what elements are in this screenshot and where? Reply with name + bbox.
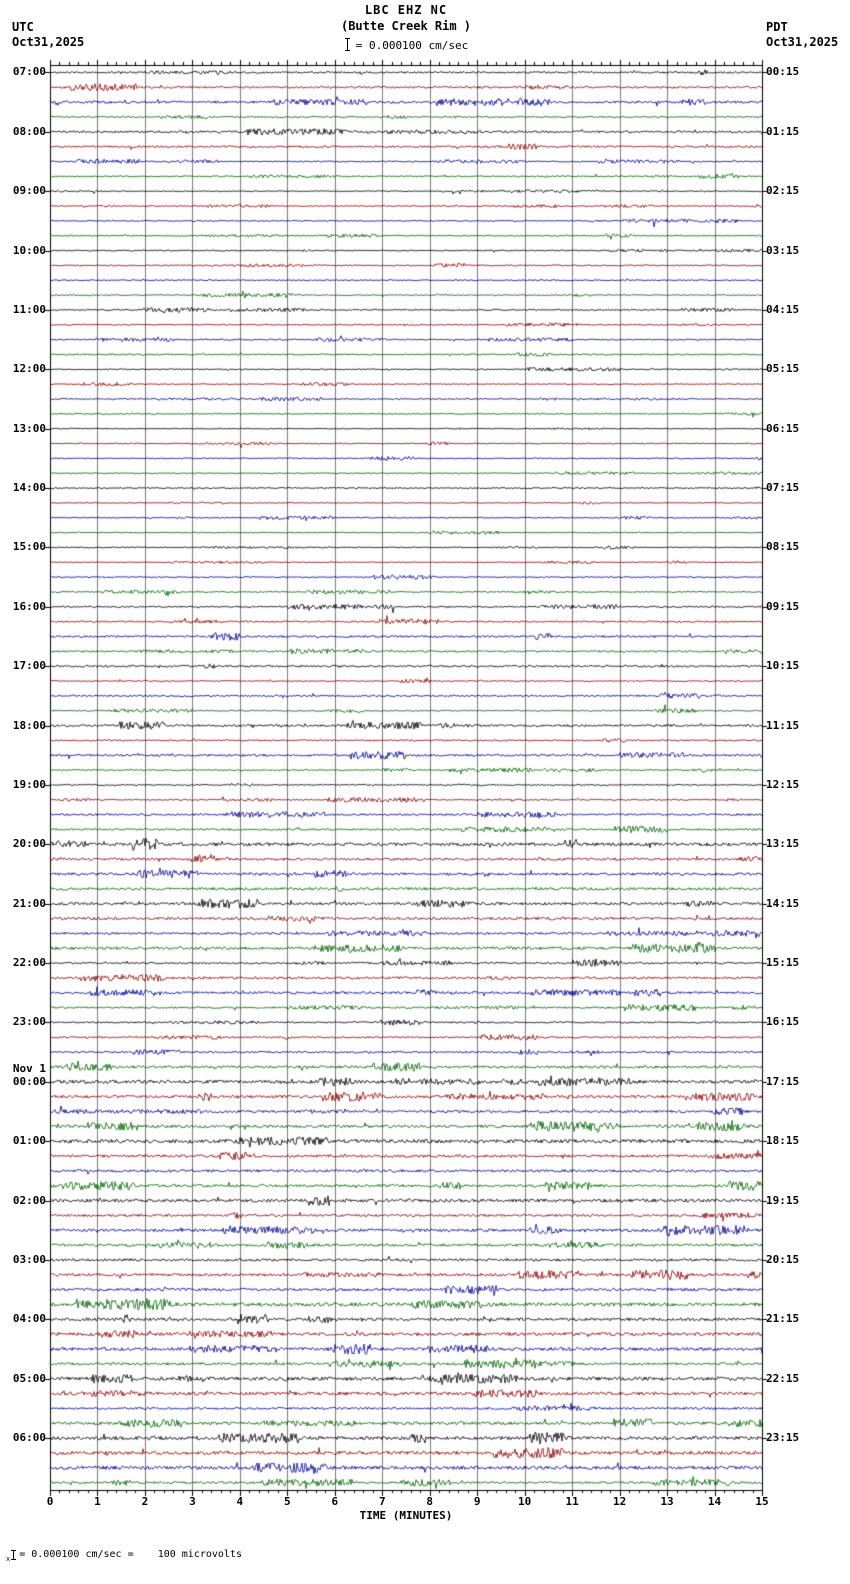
x-axis-tick-label: 15	[755, 1495, 769, 1508]
x-axis-tick-label: 11	[565, 1495, 579, 1508]
x-axis-tick-label: 10	[518, 1495, 532, 1508]
x-axis-tick-label: 3	[189, 1495, 196, 1508]
scale-line: = 0.000100 cm/sec	[50, 38, 762, 52]
utc-hour-label: 04:00	[12, 1312, 46, 1326]
utc-hour-label: 22:00	[12, 956, 46, 970]
pdt-hour-label: 21:15	[766, 1312, 800, 1326]
x-axis-tick-label: 1	[94, 1495, 101, 1508]
utc-hour-label: 06:00	[12, 1431, 46, 1445]
pdt-hour-label: 09:15	[766, 599, 800, 613]
utc-hour-label: 12:00	[12, 362, 46, 376]
pdt-hour-label: 00:15	[766, 65, 800, 79]
x-axis-title: TIME (MINUTES)	[359, 1509, 453, 1522]
pdt-hour-label: 06:15	[766, 421, 800, 435]
x-axis-tick-label: 9	[473, 1495, 481, 1508]
pdt-hour-label: 19:15	[766, 1193, 800, 1207]
x-axis-tick-label: 0	[46, 1495, 54, 1508]
pdt-hour-label: 15:15	[766, 956, 800, 970]
right-timezone-label: PDT	[766, 20, 788, 34]
utc-hour-label: 15:00	[12, 540, 46, 554]
utc-hour-label: 14:00	[12, 481, 46, 495]
utc-hour-label: 00:00	[12, 1074, 46, 1088]
utc-hour-label: 01:00	[12, 1134, 46, 1148]
pdt-hour-label: 12:15	[766, 777, 800, 791]
scale-bar-icon	[343, 38, 351, 51]
utc-hour-label: 02:00	[12, 1193, 46, 1207]
utc-hour-label: 07:00	[12, 65, 46, 79]
left-timezone-label: UTC	[12, 20, 34, 34]
pdt-hour-label: 23:15	[766, 1431, 800, 1445]
pdt-hour-label: 05:15	[766, 362, 800, 376]
x-axis-tick-label: 13	[660, 1495, 674, 1508]
utc-hour-label: 09:00	[12, 184, 46, 198]
pdt-hour-label: 10:15	[766, 659, 800, 673]
pdt-hour-label: 16:15	[766, 1015, 800, 1029]
utc-hour-label: 16:00	[12, 599, 46, 613]
utc-hour-label: 17:00	[12, 659, 46, 673]
x-axis-tick-label: 5	[284, 1495, 291, 1508]
pdt-hour-label: 14:15	[766, 896, 800, 910]
pdt-hour-label: 18:15	[766, 1134, 800, 1148]
station-title: LBC EHZ NC	[364, 3, 448, 17]
utc-hour-label: 21:00	[12, 896, 46, 910]
pdt-hour-label: 01:15	[766, 124, 800, 138]
pdt-hour-label: 17:15	[766, 1074, 800, 1088]
pdt-hour-label: 22:15	[766, 1371, 800, 1385]
x-axis-tick-label: 12	[612, 1495, 627, 1508]
footer-scale-note: x = 0.000100 cm/sec = 100 microvolts	[6, 1549, 242, 1563]
pdt-hour-label: 07:15	[766, 481, 800, 495]
pdt-hour-label: 04:15	[766, 302, 800, 316]
utc-hour-label: 20:00	[12, 837, 46, 851]
x-axis-tick-label: 6	[331, 1495, 339, 1508]
right-date: Oct31,2025	[766, 35, 839, 49]
utc-hour-label: 08:00	[12, 124, 46, 138]
utc-hour-label: 10:00	[12, 243, 46, 257]
pdt-hour-label: 13:15	[766, 837, 800, 851]
x-axis-tick-label: 2	[141, 1495, 149, 1508]
pdt-hour-label: 08:15	[766, 540, 800, 554]
site-name: (Butte Creek Rim )	[340, 19, 472, 33]
footer-sub-mark: x	[6, 1555, 11, 1563]
utc-hour-label: 03:00	[12, 1252, 46, 1266]
left-date: Oct31,2025	[12, 35, 85, 49]
footer-text: = 0.000100 cm/sec = 100 microvolts	[19, 1549, 242, 1560]
pdt-hour-label: 02:15	[766, 184, 800, 198]
x-axis-tick-label: 4	[236, 1495, 244, 1508]
utc-hour-label: 19:00	[12, 777, 46, 791]
utc-hour-label: 13:00	[12, 421, 46, 435]
x-axis-tick-label: 7	[378, 1495, 386, 1508]
utc-hour-label: 05:00	[12, 1371, 46, 1385]
utc-hour-label: 11:00	[12, 302, 46, 316]
utc-day-change-label: Nov 1	[12, 1061, 46, 1075]
x-axis-tick-label: 14	[707, 1495, 722, 1508]
utc-hour-label: 18:00	[12, 718, 46, 732]
scale-text: = 0.000100 cm/sec	[355, 39, 469, 52]
pdt-hour-label: 20:15	[766, 1252, 800, 1266]
utc-hour-label: 23:00	[12, 1015, 46, 1029]
footer-scale-bar-icon	[10, 1550, 17, 1560]
pdt-hour-label: 03:15	[766, 243, 800, 257]
pdt-hour-label: 11:15	[766, 718, 800, 732]
x-axis-tick-label: 8	[426, 1495, 434, 1508]
